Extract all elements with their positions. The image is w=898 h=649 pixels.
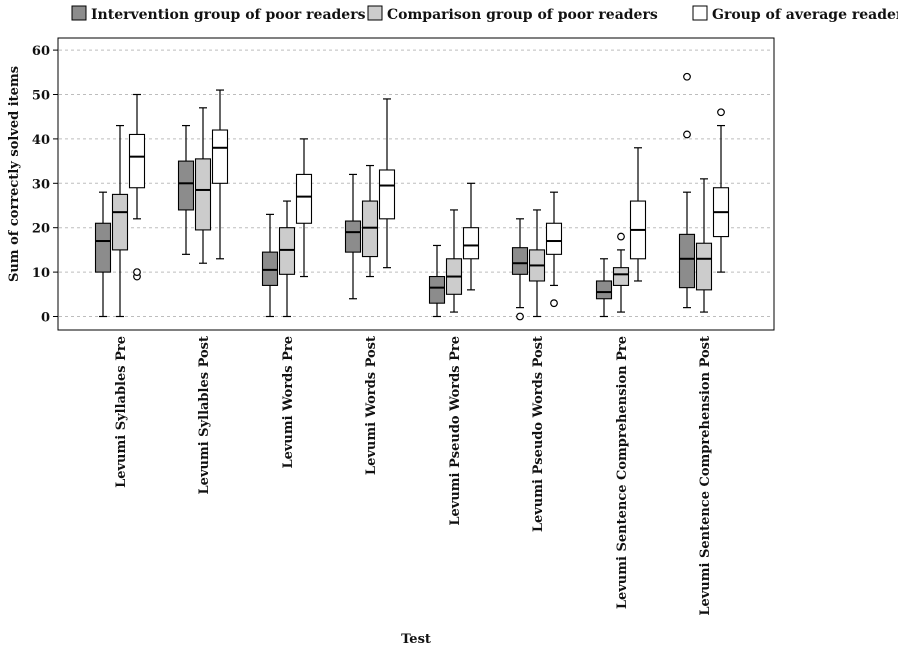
x-category-label-3: Levumi Words Pre	[281, 336, 296, 469]
box-iqr	[111, 193, 129, 251]
y-axis-title: Sum of correctly solved items	[7, 66, 22, 282]
legend-swatch-average	[692, 5, 708, 21]
box-iqr	[511, 247, 529, 275]
box-comparison-3	[278, 200, 296, 318]
box-series	[94, 72, 730, 321]
box-comparison-6	[528, 209, 546, 318]
legend-label-intervention: Intervention group of poor readers	[91, 7, 366, 23]
box-average-3	[295, 138, 313, 278]
outlier-point	[550, 299, 558, 308]
y-tick-label-40: 40	[32, 133, 50, 148]
box-comparison-1	[111, 124, 129, 318]
box-average-1	[128, 93, 146, 281]
box-intervention-1	[94, 191, 112, 318]
y-tick-label-10: 10	[32, 266, 50, 281]
box-intervention-2	[177, 124, 195, 255]
outlier-point	[516, 312, 524, 321]
box-iqr	[612, 267, 630, 286]
y-tick-label-30: 30	[32, 177, 50, 192]
box-intervention-8	[678, 72, 696, 309]
legend-item-intervention: Intervention group of poor readers	[71, 5, 366, 23]
x-axis-title: Test	[401, 632, 431, 647]
box-intervention-3	[261, 213, 279, 318]
box-comparison-8	[695, 178, 713, 313]
box-comparison-2	[194, 107, 212, 264]
plot-area	[57, 37, 775, 331]
y-axis-ticks: 0 10 20 30 40 50 60	[32, 44, 58, 326]
x-category-label-5: Levumi Pseudo Words Pre	[448, 336, 463, 526]
box-intervention-7	[595, 258, 613, 318]
y-tick-label-0: 0	[41, 311, 50, 326]
box-comparison-5	[445, 209, 463, 313]
box-iqr	[194, 158, 212, 231]
box-iqr	[261, 251, 279, 286]
box-comparison-7	[612, 232, 630, 313]
legend-swatch-comparison	[367, 5, 383, 21]
box-average-7	[629, 147, 647, 282]
outlier-point	[683, 130, 691, 139]
box-iqr	[177, 160, 195, 211]
box-iqr	[128, 133, 146, 189]
box-iqr	[678, 233, 696, 289]
box-iqr	[211, 129, 229, 184]
y-tick-label-50: 50	[32, 89, 50, 104]
box-average-8	[712, 108, 730, 273]
box-iqr	[595, 280, 613, 300]
outlier-point	[617, 232, 625, 241]
box-iqr	[295, 173, 313, 224]
box-average-5	[462, 182, 480, 291]
category-labels: Levumi Syllables Pre Levumi Syllables Pos…	[114, 336, 713, 616]
box-average-2	[211, 89, 229, 260]
legend: Intervention group of poor readers Compa…	[71, 5, 898, 23]
box-average-6	[545, 191, 563, 308]
y-tick-label-20: 20	[32, 222, 50, 237]
y-tick-label-60: 60	[32, 44, 50, 59]
x-category-label-1: Levumi Syllables Pre	[114, 336, 129, 488]
x-category-label-8: Levumi Sentence Comprehension Post	[698, 336, 713, 616]
x-category-label-7: Levumi Sentence Comprehension Pre	[615, 336, 630, 609]
box-iqr	[428, 275, 446, 304]
box-iqr	[361, 200, 379, 258]
outlier-point	[683, 72, 691, 81]
box-iqr	[94, 222, 112, 273]
x-category-label-4: Levumi Words Post	[364, 336, 379, 475]
box-intervention-4	[344, 173, 362, 300]
legend-item-comparison: Comparison group of poor readers	[367, 5, 658, 23]
box-iqr	[278, 227, 296, 275]
box-intervention-5	[428, 244, 446, 318]
legend-label-comparison: Comparison group of poor readers	[387, 7, 658, 23]
box-iqr	[545, 222, 563, 255]
box-iqr	[462, 227, 480, 260]
outlier-point	[133, 268, 141, 277]
x-category-label-2: Levumi Syllables Post	[197, 336, 212, 494]
legend-label-average: Group of average readers	[712, 7, 898, 23]
outlier-point	[717, 108, 725, 117]
box-iqr	[344, 220, 362, 253]
box-iqr	[695, 242, 713, 291]
legend-swatch-intervention	[71, 5, 87, 21]
legend-item-average: Group of average readers	[692, 5, 898, 23]
box-intervention-6	[511, 218, 529, 321]
x-category-label-6: Levumi Pseudo Words Post	[531, 336, 546, 532]
box-average-4	[378, 98, 396, 269]
box-iqr	[378, 169, 396, 220]
box-comparison-4	[361, 164, 379, 278]
gridlines	[59, 49, 773, 317]
